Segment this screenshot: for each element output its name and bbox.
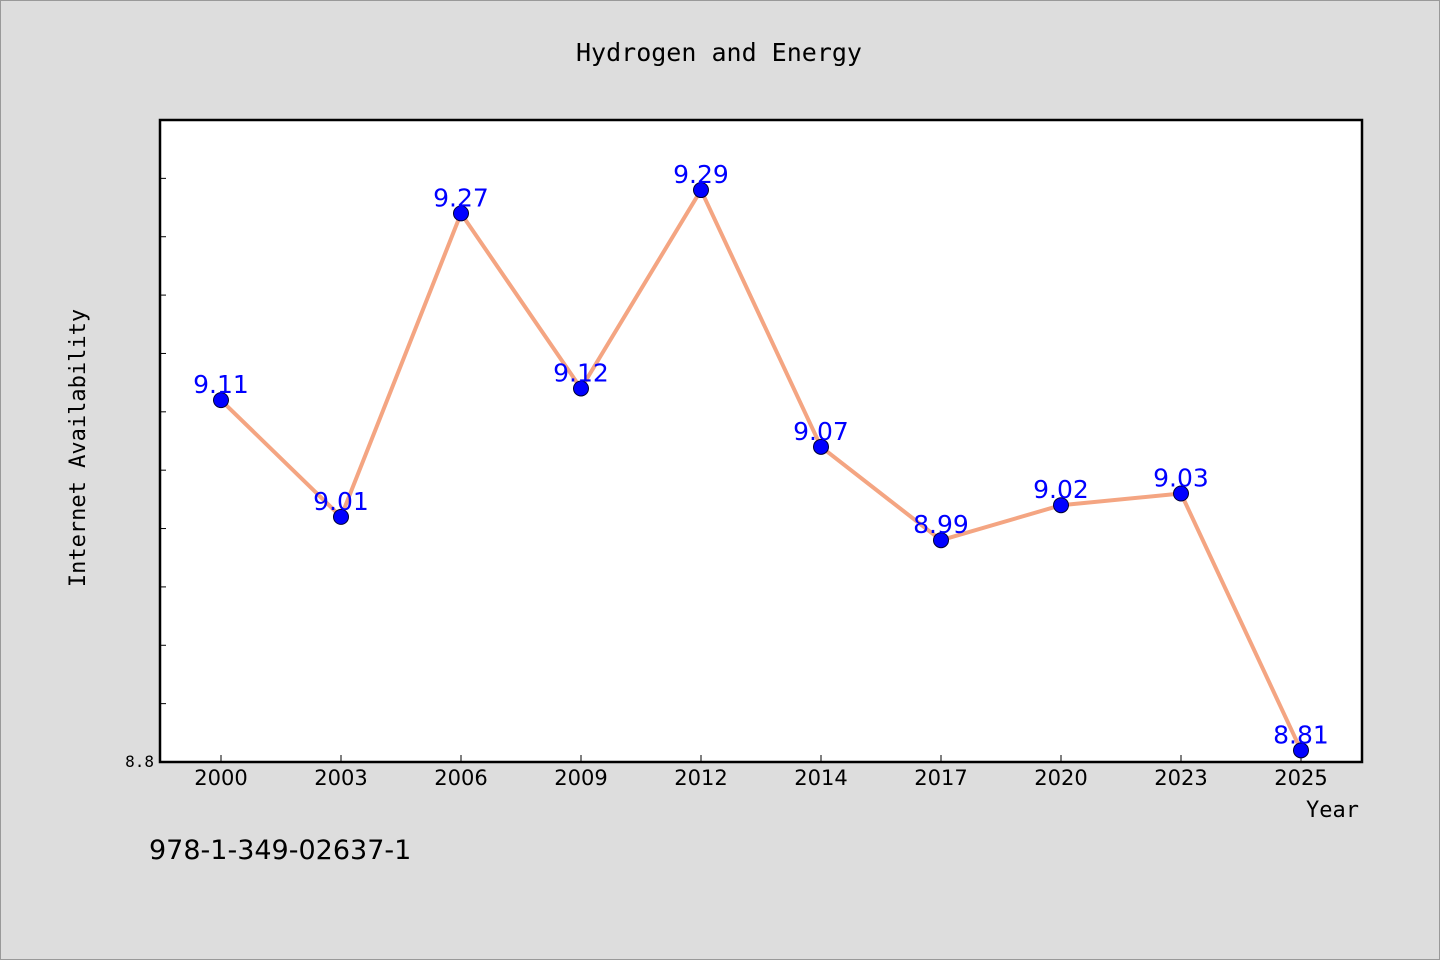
data-point-2009	[573, 380, 589, 397]
data-point-2014	[813, 438, 829, 455]
data-point-2020	[1053, 497, 1069, 514]
x-tick-label-2023: 2023	[1154, 766, 1207, 790]
x-tick-label-2009: 2009	[554, 766, 607, 790]
plot-area	[158, 118, 1364, 764]
x-tick-label-2012: 2012	[674, 766, 727, 790]
x-tick-label-2025: 2025	[1274, 766, 1327, 790]
x-tick-label-2017: 2017	[914, 766, 967, 790]
x-tick-label-2000: 2000	[194, 766, 247, 790]
x-tick-label-2003: 2003	[314, 766, 367, 790]
y-axis-ticks: 8.8	[125, 177, 166, 771]
series-layer: 9.11 9.01 9.27 9.12 9.29 9.07 8.99 9.02 9.03 8.81	[193, 160, 1329, 759]
chart-title: Hydrogen and Energy	[576, 38, 862, 67]
data-label-2020: 9.02	[1033, 475, 1089, 504]
data-label-2017: 8.99	[913, 510, 969, 539]
data-point-2006	[453, 205, 469, 222]
y-axis-label: Internet Availability	[66, 309, 91, 587]
series-line-0	[219, 188, 1303, 753]
x-tick-label-2006: 2006	[434, 766, 487, 790]
data-point-2000	[213, 392, 229, 409]
data-point-2025	[1293, 742, 1309, 759]
isbn-footnote: 978-1-349-02637-1	[149, 835, 412, 866]
data-label-2014: 9.07	[793, 417, 849, 446]
data-label-2025: 8.81	[1273, 720, 1329, 749]
x-tick-label-2014: 2014	[794, 766, 847, 790]
data-point-2023	[1173, 485, 1189, 502]
data-label-2009: 9.12	[553, 358, 609, 387]
x-tick-label-2020: 2020	[1034, 766, 1087, 790]
data-point-2003	[333, 508, 349, 525]
data-label-2000: 9.11	[193, 370, 249, 399]
data-point-2017	[933, 532, 949, 549]
y-tick-label-0: 8.8	[125, 752, 154, 771]
data-label-2003: 9.01	[313, 487, 369, 516]
x-axis-label: Year	[1306, 798, 1359, 823]
data-label-2006: 9.27	[433, 183, 489, 212]
data-label-2023: 9.03	[1153, 464, 1209, 493]
data-point-2012	[693, 182, 709, 199]
data-label-2012: 9.29	[673, 160, 729, 189]
x-axis-ticks: 2000 2003 2006 2009 2012 2014 2017 2020 2023 2025	[194, 755, 1328, 790]
